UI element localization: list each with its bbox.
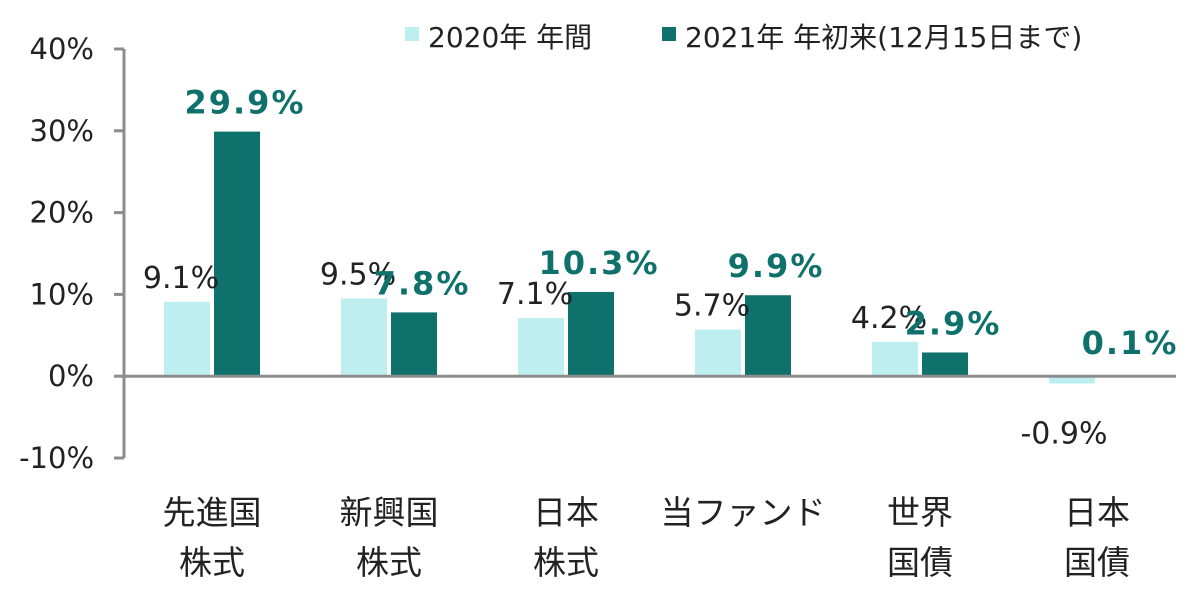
legend-label-2021: 2021年 年初来(12月15日まで) [685, 21, 1082, 54]
bar-2021 [922, 352, 968, 377]
y-tick-label: 0% [48, 359, 94, 393]
data-label-2020: 9.5% [320, 257, 396, 292]
category-label: 日本 [1064, 493, 1130, 532]
category-label: 株式 [356, 543, 422, 582]
bar-2020 [164, 301, 210, 377]
data-label-2021: 0.1% [1082, 324, 1179, 362]
bar-2020 [1049, 376, 1095, 384]
y-tick-label: 30% [30, 114, 94, 148]
data-label-2021: 10.3% [538, 244, 659, 282]
data-label-2021: 2.9% [905, 304, 1002, 342]
bar-2021 [214, 131, 260, 377]
data-label-2020: -0.9% [1020, 417, 1107, 452]
y-tick-label: 10% [30, 277, 94, 311]
data-label-2020: 9.1% [143, 261, 219, 296]
bar-2021 [745, 295, 791, 377]
data-label-2020: 7.1% [497, 277, 573, 312]
category-label: 株式 [179, 543, 245, 582]
category-label: 当ファンド [661, 493, 826, 532]
category-label: 日本 [533, 493, 599, 532]
legend-swatch-2021 [662, 27, 676, 41]
data-label-2020: 4.2% [851, 301, 927, 336]
category-label: 先進国 [163, 493, 262, 532]
y-tick-label: -10% [19, 441, 94, 475]
bar-2020 [695, 329, 741, 377]
legend-swatch-2020 [405, 27, 419, 41]
bar-2020 [872, 341, 918, 377]
category-label: 株式 [533, 543, 599, 582]
category-label: 新興国 [340, 493, 439, 532]
y-tick-label: 20% [30, 196, 94, 230]
category-label: 国債 [1064, 543, 1130, 582]
data-label-2020: 5.7% [674, 289, 750, 324]
y-tick-label: 40% [30, 32, 94, 66]
category-label: 国債 [887, 543, 953, 582]
bar-2020 [518, 318, 564, 377]
data-label-2021: 7.8% [374, 264, 471, 302]
data-label-2021: 29.9% [184, 84, 305, 122]
category-label: 世界 [887, 493, 953, 532]
bar-2021 [568, 291, 614, 377]
bar-2020 [341, 298, 387, 377]
data-label-2021: 9.9% [728, 247, 825, 285]
legend-label-2020: 2020年 年間 [428, 21, 592, 54]
bar-2021 [391, 312, 437, 377]
